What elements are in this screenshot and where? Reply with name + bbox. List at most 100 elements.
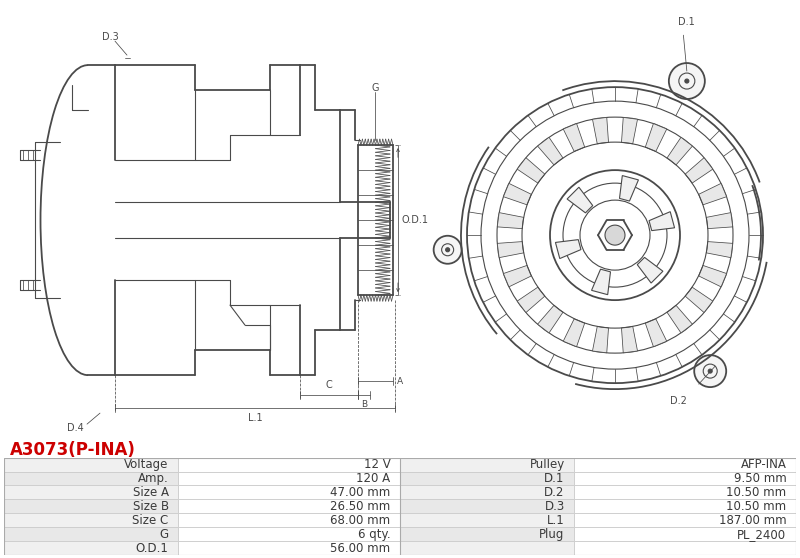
Bar: [178, 458, 400, 472]
Polygon shape: [593, 326, 609, 353]
Circle shape: [708, 369, 712, 373]
Text: AFP-INA: AFP-INA: [741, 458, 786, 471]
Polygon shape: [698, 266, 726, 287]
Bar: [400, 485, 574, 499]
Circle shape: [669, 63, 705, 99]
Text: Size A: Size A: [133, 486, 169, 499]
Polygon shape: [646, 123, 666, 152]
Bar: [574, 458, 796, 472]
Bar: [4, 458, 178, 472]
Polygon shape: [622, 117, 638, 144]
Polygon shape: [622, 326, 638, 353]
Text: G: G: [371, 83, 378, 93]
Polygon shape: [593, 117, 609, 144]
Polygon shape: [646, 319, 666, 347]
Text: O.D.1: O.D.1: [136, 542, 169, 555]
Text: D.3: D.3: [545, 500, 565, 513]
Bar: [4, 541, 178, 555]
Text: B: B: [361, 400, 367, 408]
Text: PL_2400: PL_2400: [738, 528, 786, 541]
Bar: [4, 472, 178, 485]
Bar: [400, 513, 574, 527]
Text: 47.00 mm: 47.00 mm: [330, 486, 390, 499]
Text: 10.50 mm: 10.50 mm: [726, 486, 786, 499]
Bar: [178, 472, 400, 485]
Polygon shape: [555, 239, 581, 258]
Bar: [178, 527, 400, 541]
Bar: [574, 513, 796, 527]
Bar: [574, 485, 796, 499]
Text: D.2: D.2: [670, 396, 686, 406]
Text: 10.50 mm: 10.50 mm: [726, 500, 786, 513]
Text: Voltage: Voltage: [124, 458, 169, 471]
Bar: [400, 527, 574, 541]
Bar: [574, 472, 796, 485]
Bar: [4, 513, 178, 527]
Polygon shape: [517, 158, 545, 183]
Circle shape: [694, 355, 726, 387]
Text: 187.00 mm: 187.00 mm: [719, 514, 786, 527]
Text: 26.50 mm: 26.50 mm: [330, 500, 390, 513]
Polygon shape: [517, 287, 545, 312]
Polygon shape: [498, 242, 524, 258]
Polygon shape: [706, 242, 733, 258]
Polygon shape: [667, 305, 693, 333]
Polygon shape: [649, 211, 674, 230]
Text: Pulley: Pulley: [530, 458, 565, 471]
Polygon shape: [619, 176, 638, 201]
Text: 9.50 mm: 9.50 mm: [734, 472, 786, 485]
Bar: [178, 513, 400, 527]
Text: G: G: [160, 528, 169, 541]
Text: D.2: D.2: [544, 486, 565, 499]
Text: 68.00 mm: 68.00 mm: [330, 514, 390, 527]
Text: 56.00 mm: 56.00 mm: [330, 542, 390, 555]
Text: D.4: D.4: [66, 423, 83, 433]
Text: 6 qty.: 6 qty.: [358, 528, 390, 541]
Text: C: C: [326, 380, 332, 390]
Bar: [574, 527, 796, 541]
Text: A: A: [397, 377, 403, 386]
Bar: [400, 541, 574, 555]
Circle shape: [685, 79, 689, 83]
Polygon shape: [563, 123, 585, 152]
Polygon shape: [638, 257, 663, 283]
Bar: [178, 499, 400, 513]
Text: O.D.1: O.D.1: [402, 215, 429, 225]
Bar: [400, 458, 574, 472]
Text: L.1: L.1: [547, 514, 565, 527]
Polygon shape: [538, 305, 563, 333]
Polygon shape: [591, 269, 610, 295]
Polygon shape: [685, 287, 713, 312]
Circle shape: [434, 236, 462, 264]
Text: A3073(P-INA): A3073(P-INA): [10, 441, 135, 459]
Text: Size C: Size C: [133, 514, 169, 527]
Polygon shape: [563, 319, 585, 347]
Bar: [178, 485, 400, 499]
Text: D.3: D.3: [102, 32, 118, 42]
Polygon shape: [706, 213, 733, 229]
Text: 120 A: 120 A: [356, 472, 390, 485]
Text: Size B: Size B: [133, 500, 169, 513]
Polygon shape: [503, 266, 531, 287]
Polygon shape: [503, 184, 531, 205]
Circle shape: [605, 225, 625, 245]
Bar: [4, 527, 178, 541]
Polygon shape: [698, 184, 726, 205]
Bar: [574, 541, 796, 555]
Polygon shape: [667, 137, 693, 165]
Bar: [4, 485, 178, 499]
Bar: [178, 541, 400, 555]
Polygon shape: [498, 213, 524, 229]
Text: 12 V: 12 V: [364, 458, 390, 471]
Text: Plug: Plug: [539, 528, 565, 541]
Bar: [400, 472, 574, 485]
Bar: [4, 499, 178, 513]
Text: L.1: L.1: [248, 413, 262, 423]
Bar: [574, 499, 796, 513]
Text: D.1: D.1: [544, 472, 565, 485]
Bar: [400, 499, 574, 513]
Text: D.1: D.1: [678, 17, 694, 27]
Circle shape: [446, 248, 450, 252]
Polygon shape: [538, 137, 563, 165]
Polygon shape: [567, 187, 593, 213]
